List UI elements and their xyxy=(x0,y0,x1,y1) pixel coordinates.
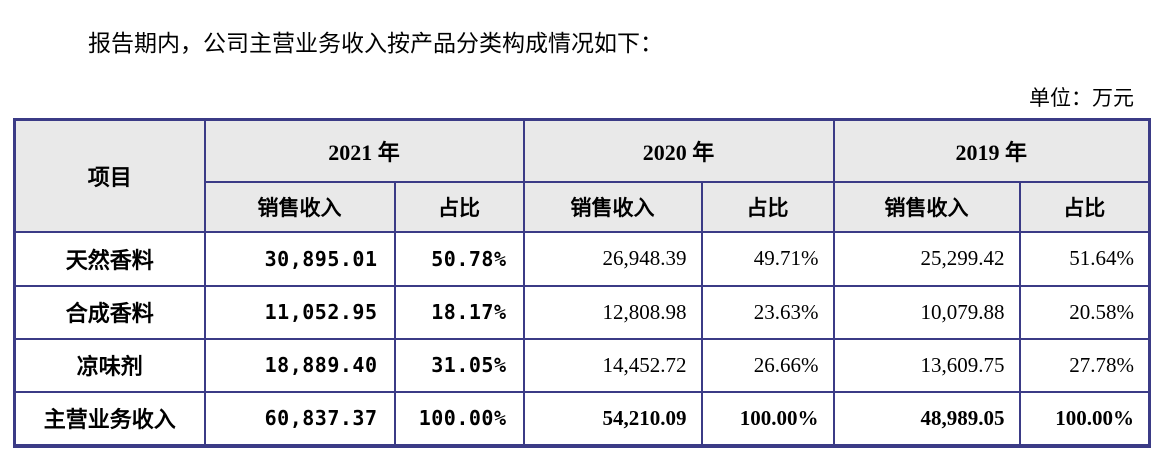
row-label: 合成香料 xyxy=(13,284,206,340)
revenue-cell-2021: 60,837.37 xyxy=(203,390,396,447)
share-cell-2019: 20.58% xyxy=(1018,284,1151,340)
revenue-cell-2020: 14,452.72 xyxy=(522,337,703,393)
revenue-cell-2021: 11,052.95 xyxy=(203,284,396,340)
revenue-cell-2020: 54,210.09 xyxy=(522,390,703,447)
header-sub-row: 销售收入 占比 销售收入 占比 销售收入 占比 xyxy=(15,180,1151,233)
revenue-cell-2021: 18,889.40 xyxy=(203,337,396,393)
share-cell-2019: 100.00% xyxy=(1018,390,1151,447)
revenue-cell-2020: 12,808.98 xyxy=(522,284,703,340)
table-row-natural-flavors: 天然香料 30,895.01 50.78% 26,948.39 49.71% 2… xyxy=(13,230,1151,287)
share-cell-2020: 23.63% xyxy=(700,284,835,340)
header-year-row: 项目 2021 年 2020 年 2019 年 xyxy=(13,118,1151,233)
table-row-cooling-agents: 凉味剂 18,889.40 31.05% 14,452.72 26.66% 13… xyxy=(13,337,1151,393)
intro-text: 报告期内，公司主营业务收入按产品分类构成情况如下： xyxy=(88,31,663,56)
table-row-synthetic-flavors: 合成香料 11,052.95 18.17% 12,808.98 23.63% 1… xyxy=(13,284,1151,340)
unit-label: 单位：万元 xyxy=(1029,86,1134,110)
col-header-year-2020: 2020 年 xyxy=(522,118,835,183)
share-cell-2021: 100.00% xyxy=(393,390,525,447)
share-cell-2020: 49.71% xyxy=(700,230,835,287)
row-label: 凉味剂 xyxy=(13,337,206,393)
revenue-cell-2020: 26,948.39 xyxy=(522,230,703,287)
col-header-year-2019: 2019 年 xyxy=(832,118,1151,183)
revenue-cell-2019: 13,609.75 xyxy=(832,337,1021,393)
share-cell-2020: 100.00% xyxy=(700,390,835,447)
share-cell-2020: 26.66% xyxy=(700,337,835,393)
share-cell-2021: 31.05% xyxy=(393,337,525,393)
col-header-share-2020: 占比 xyxy=(700,180,835,233)
share-cell-2019: 27.78% xyxy=(1018,337,1151,393)
revenue-by-product-table: 项目 2021 年 2020 年 2019 年 销售收入 占比 销售收入 占比 … xyxy=(13,118,1152,448)
row-label: 天然香料 xyxy=(13,230,206,287)
revenue-cell-2019: 48,989.05 xyxy=(832,390,1021,447)
revenue-cell-2019: 10,079.88 xyxy=(832,284,1021,340)
row-label: 主营业务收入 xyxy=(13,390,206,447)
col-header-revenue-2021: 销售收入 xyxy=(203,180,396,233)
col-header-revenue-2019: 销售收入 xyxy=(832,180,1021,233)
col-header-share-2021: 占比 xyxy=(393,180,525,233)
share-cell-2019: 51.64% xyxy=(1018,230,1151,287)
col-header-share-2019: 占比 xyxy=(1018,180,1151,233)
col-header-revenue-2020: 销售收入 xyxy=(522,180,703,233)
share-cell-2021: 18.17% xyxy=(393,284,525,340)
revenue-cell-2021: 30,895.01 xyxy=(203,230,396,287)
table-row-total-main-revenue: 主营业务收入 60,837.37 100.00% 54,210.09 100.0… xyxy=(13,390,1151,447)
share-cell-2021: 50.78% xyxy=(393,230,525,287)
col-header-item: 项目 xyxy=(13,118,206,233)
revenue-cell-2019: 25,299.42 xyxy=(832,230,1021,287)
col-header-year-2021: 2021 年 xyxy=(203,118,525,183)
